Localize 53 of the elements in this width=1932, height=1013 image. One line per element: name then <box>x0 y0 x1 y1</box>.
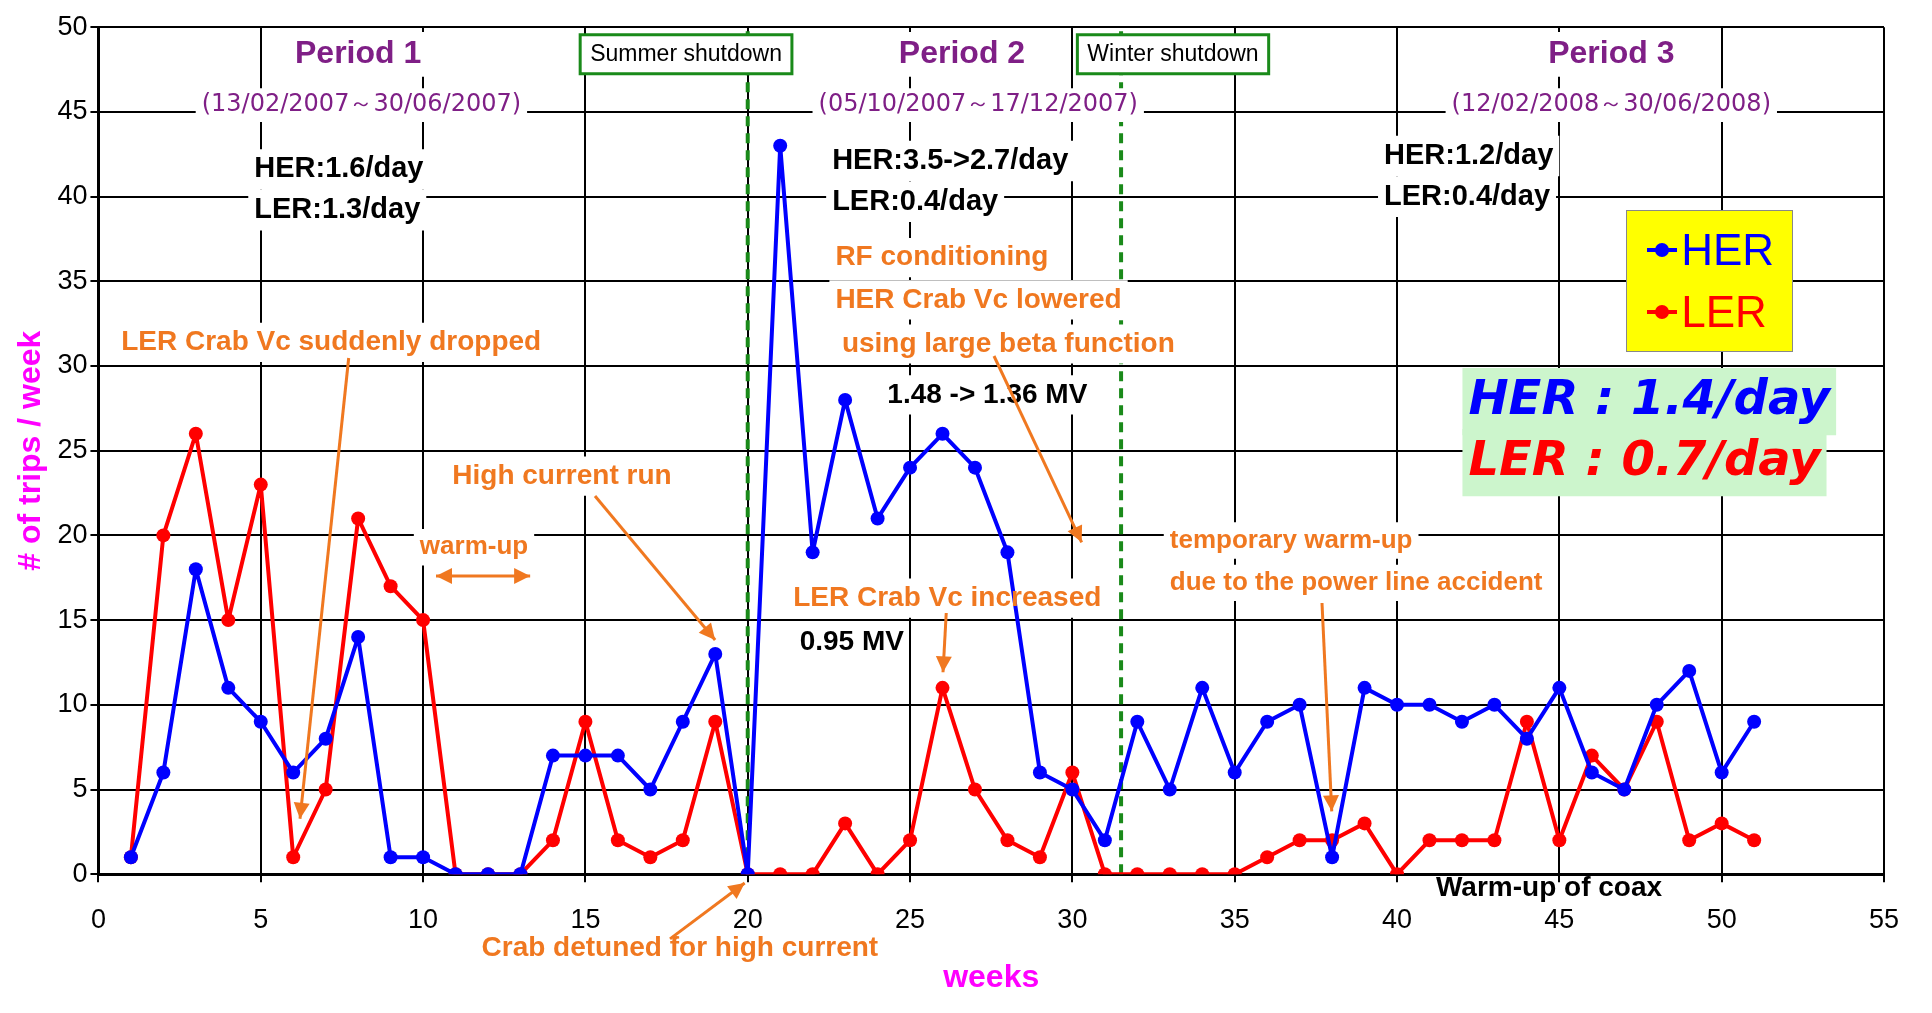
annotation: RF conditioning <box>835 240 1049 272</box>
x-tick-label: 45 <box>1544 903 1575 934</box>
y-tick-label: 0 <box>72 857 88 888</box>
annotation: (13/02/2007～30/06/2007) <box>201 89 522 118</box>
annotation: (12/02/2008～30/06/2008) <box>1451 89 1771 118</box>
annotation: High current run <box>452 458 672 490</box>
annotation: due to the power line accident <box>1169 566 1543 596</box>
annotation: HER:1.6/day <box>254 151 424 184</box>
annotation: LER:0.4/day <box>1384 178 1551 211</box>
annotation: Winter shutdown <box>1087 39 1259 66</box>
annotation: temporary warm-up <box>1169 523 1413 554</box>
y-tick-label: 40 <box>57 180 88 211</box>
y-tick-label: 10 <box>57 688 88 719</box>
x-tick-label: 50 <box>1706 903 1737 934</box>
y-axis-title: # of trips / week <box>11 330 48 571</box>
y-tick-label: 30 <box>57 349 88 380</box>
text: Crab detuned for high current <box>481 931 879 963</box>
annotation: LER Crab Vc suddenly dropped <box>121 325 542 356</box>
x-tick-label: 40 <box>1382 903 1413 934</box>
y-tick-label: 15 <box>57 603 88 634</box>
y-tick-label: 45 <box>57 95 88 126</box>
x-tick-label: 35 <box>1219 903 1250 934</box>
annotation: HER : 1.4/day <box>1468 369 1832 426</box>
annotation: using large beta function <box>841 326 1175 358</box>
x-axis-title: weeks <box>942 957 1040 994</box>
annotation: HER Crab Vc lowered <box>835 282 1122 314</box>
x-tick-label: 20 <box>732 903 763 934</box>
y-tick-label: 5 <box>72 772 88 803</box>
annotation: 0.95 MV <box>799 624 905 656</box>
annotation: HER:1.2/day <box>1384 137 1554 170</box>
legend-label: LER <box>1681 286 1767 339</box>
x-tick-label: 30 <box>1057 903 1088 934</box>
y-tick-label: 35 <box>57 264 88 295</box>
annotation: Period 2 <box>898 34 1026 71</box>
y-tick-label: 50 <box>57 10 88 41</box>
annotation: LER:0.4/day <box>832 183 999 216</box>
legend-label: HER <box>1681 224 1775 277</box>
x-tick-label: 15 <box>570 903 601 934</box>
annotation: (05/10/2007～17/12/2007) <box>818 89 1138 118</box>
y-tick-label: 25 <box>57 434 88 465</box>
annotation: Summer shutdown <box>590 39 782 66</box>
x-tick-label: 55 <box>1868 903 1900 934</box>
annotation: Warm-up of coax <box>1435 871 1663 903</box>
x-tick-label: 10 <box>408 903 439 934</box>
x-tick-label: 5 <box>253 903 269 934</box>
annotation: HER:3.5->2.7/day <box>832 143 1069 176</box>
annotation: LER:1.3/day <box>254 192 421 225</box>
annotation: warm-up <box>418 530 529 561</box>
annotation: LER : 0.7/day <box>1468 430 1823 487</box>
annotation: Period 3 <box>1548 34 1675 71</box>
y-tick-label: 20 <box>57 518 88 549</box>
annotation: Period 1 <box>295 34 422 71</box>
x-tick-label: 25 <box>895 903 926 934</box>
